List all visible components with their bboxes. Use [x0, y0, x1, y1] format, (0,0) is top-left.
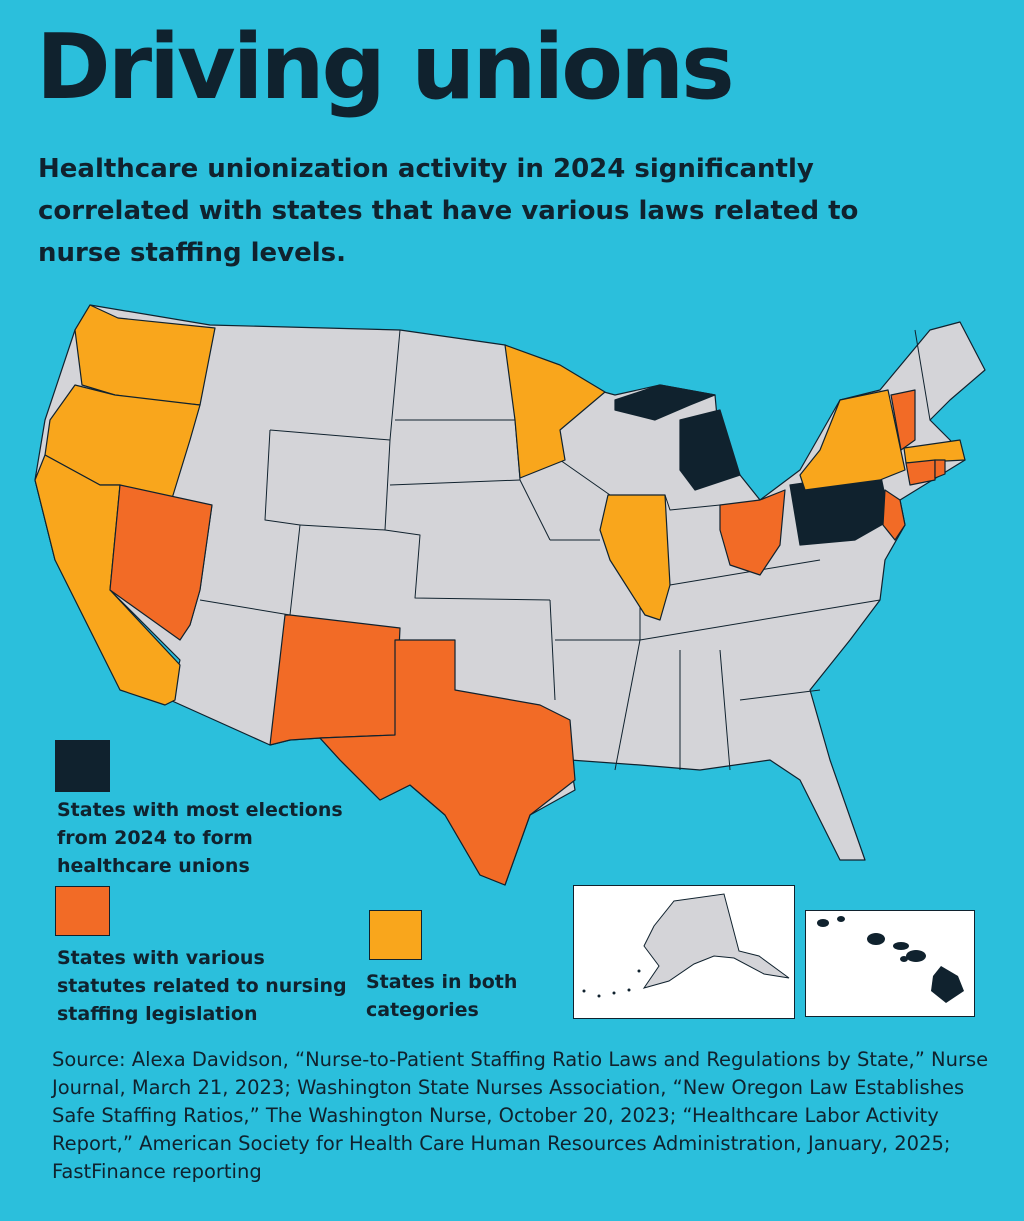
state-massachusetts: [903, 439, 966, 464]
subtitle: Healthcare unionization activity in 2024…: [38, 154, 859, 268]
alaska-inset: [573, 885, 795, 1019]
state-michigan-upper: [614, 384, 716, 421]
state-nevada: [109, 484, 213, 641]
us-map: [34, 304, 986, 886]
state-texas: [319, 639, 576, 886]
state-new-mexico: [269, 614, 401, 746]
hawaii-inset: [805, 910, 975, 1017]
legend-swatch-both: [369, 910, 422, 960]
hawaii-map: [817, 916, 964, 1003]
state-new-jersey: [882, 489, 906, 541]
state-michigan-lower: [679, 409, 741, 491]
state-minnesota: [504, 344, 606, 479]
alaska-map: [582, 893, 790, 998]
state-illinois: [599, 494, 671, 621]
state-rhode-island: [934, 459, 946, 479]
title: Driving unions: [36, 15, 735, 120]
source-note: Source: Alexa Davidson, “Nurse-to-Patien…: [52, 1048, 989, 1183]
legend-label-most-elections: States with most elections from 2024 to …: [57, 799, 343, 877]
state-borders: [169, 327, 931, 771]
state-connecticut: [905, 459, 936, 486]
state-california: [34, 454, 181, 706]
state-new-york: [799, 389, 906, 491]
legend-swatch-statutes: [55, 886, 110, 936]
legend-label-both: States in both categories: [366, 971, 518, 1021]
legend-label-statutes: States with various statutes related to …: [57, 947, 347, 1025]
state-vermont: [890, 389, 916, 451]
state-ohio: [719, 489, 786, 576]
legend-swatch-most-elections: [55, 740, 110, 792]
